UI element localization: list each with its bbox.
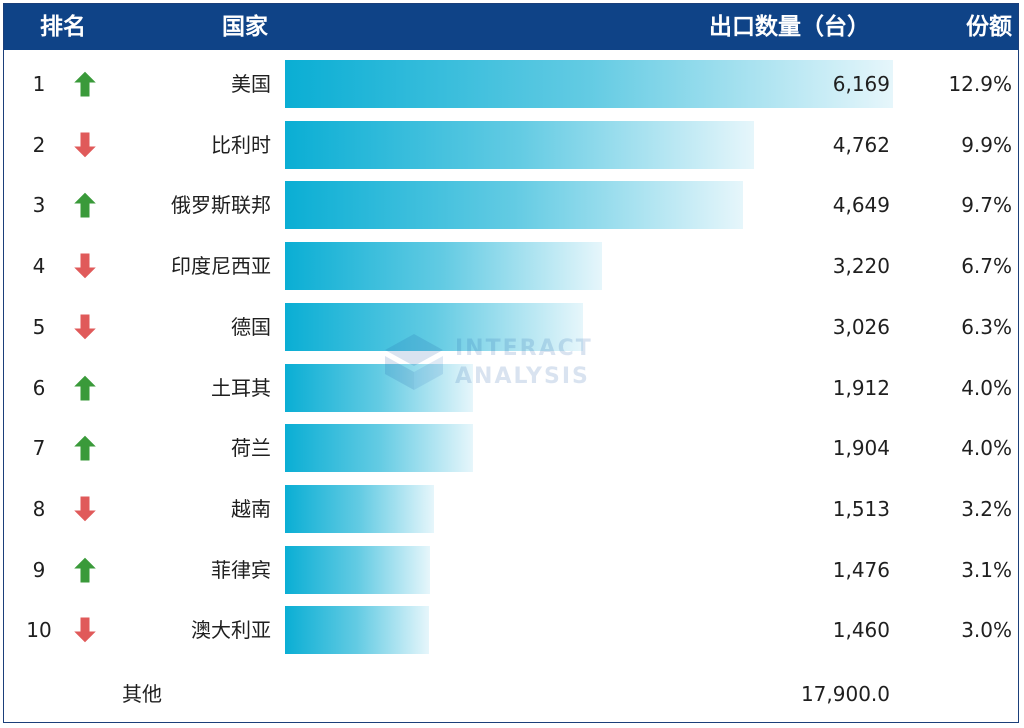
share-label: 9.9% [961,132,1012,157]
rank-label: 3 [32,193,46,218]
bar [285,424,473,473]
watermark: INTERACT ANALYSIS [379,330,599,394]
rank-label: 9 [32,557,46,582]
up-arrow-icon [71,555,99,584]
table-row: 7 荷兰 1,904 4.0% [4,418,1018,478]
rank-label: 6 [32,375,46,400]
chart-frame: 排名 国家 出口数量（台） 份额 1 美国 6,169 12.9% 2 比利时 4,762 9… [3,3,1019,723]
table-header: 排名 国家 出口数量（台） 份额 [4,4,1018,50]
country-label: 澳大利亚 [191,618,271,643]
bar [285,484,435,533]
table-row: 6 土耳其 1,912 4.0% [4,358,1018,418]
watermark-line2: ANALYSIS [455,364,590,389]
value-label: 1,904 [832,436,890,461]
country-label: 德国 [231,314,271,339]
table-row: 4 印度尼西亚 3,220 6.7% [4,236,1018,296]
country-label: 比利时 [211,132,271,157]
others-value: 17,900.0 [800,682,890,706]
header-export-quantity: 出口数量（台） [709,14,870,40]
value-label: 1,476 [832,557,890,582]
down-arrow-icon [71,495,99,523]
share-label: 6.7% [961,254,1012,279]
value-label: 1,460 [832,618,890,643]
watermark-logo-icon [385,334,443,390]
share-label: 3.1% [961,557,1012,582]
up-arrow-icon [71,434,99,462]
others-label: 其他 [122,682,162,706]
bar [285,363,474,412]
share-label: 9.7% [961,193,1012,218]
rank-label: 7 [32,436,46,461]
rank-label: 10 [26,618,52,643]
country-label: 越南 [231,496,271,521]
up-arrow-icon [71,70,99,98]
bar [285,242,603,291]
table-row: 9 菲律宾 1,476 3.1% [4,540,1018,600]
bar [285,60,893,108]
table-row: 10 澳大利亚 1,460 3.0% [4,600,1018,660]
down-arrow-icon [71,252,99,280]
value-label: 4,649 [832,193,890,218]
bar [285,302,584,351]
table-row: 8 越南 1,513 3.2% [4,479,1018,539]
share-label: 12.9% [948,72,1012,96]
up-arrow-icon [71,191,99,219]
share-label: 3.0% [961,618,1012,643]
rank-label: 1 [32,72,46,96]
header-share: 份额 [966,14,1012,40]
rank-label: 5 [32,314,46,339]
down-arrow-icon [71,313,99,341]
country-label: 土耳其 [211,375,271,400]
country-label: 俄罗斯联邦 [171,193,271,218]
value-label: 1,912 [832,375,890,400]
watermark-line1: INTERACT [455,336,593,361]
others-row: 其他 17,900.0 [4,672,1018,716]
rank-label: 2 [32,132,46,157]
value-label: 4,762 [832,132,890,157]
country-label: 菲律宾 [211,557,271,582]
value-label: 1,513 [832,496,890,521]
table-row: 1 美国 6,169 12.9% [4,54,1018,114]
bar [285,606,429,655]
header-rank: 排名 [40,14,86,40]
table-row: 2 比利时 4,762 9.9% [4,115,1018,175]
header-country: 国家 [222,14,268,40]
share-label: 3.2% [961,496,1012,521]
down-arrow-icon [71,616,99,645]
table-row: 5 德国 3,026 6.3% [4,297,1018,357]
country-label: 印度尼西亚 [171,254,271,279]
country-label: 荷兰 [231,436,271,461]
down-arrow-icon [71,131,99,159]
table-row: 3 俄罗斯联邦 4,649 9.7% [4,175,1018,235]
rank-label: 8 [32,496,46,521]
rank-label: 4 [32,254,46,279]
share-label: 4.0% [961,375,1012,400]
up-arrow-icon [71,373,99,402]
share-label: 4.0% [961,436,1012,461]
bar [285,120,755,169]
value-label: 3,220 [832,254,890,279]
share-label: 6.3% [961,314,1012,339]
value-label: 6,169 [832,72,890,96]
bar [285,181,744,230]
country-label: 美国 [231,72,271,96]
value-label: 3,026 [832,314,890,339]
bar [285,545,431,594]
